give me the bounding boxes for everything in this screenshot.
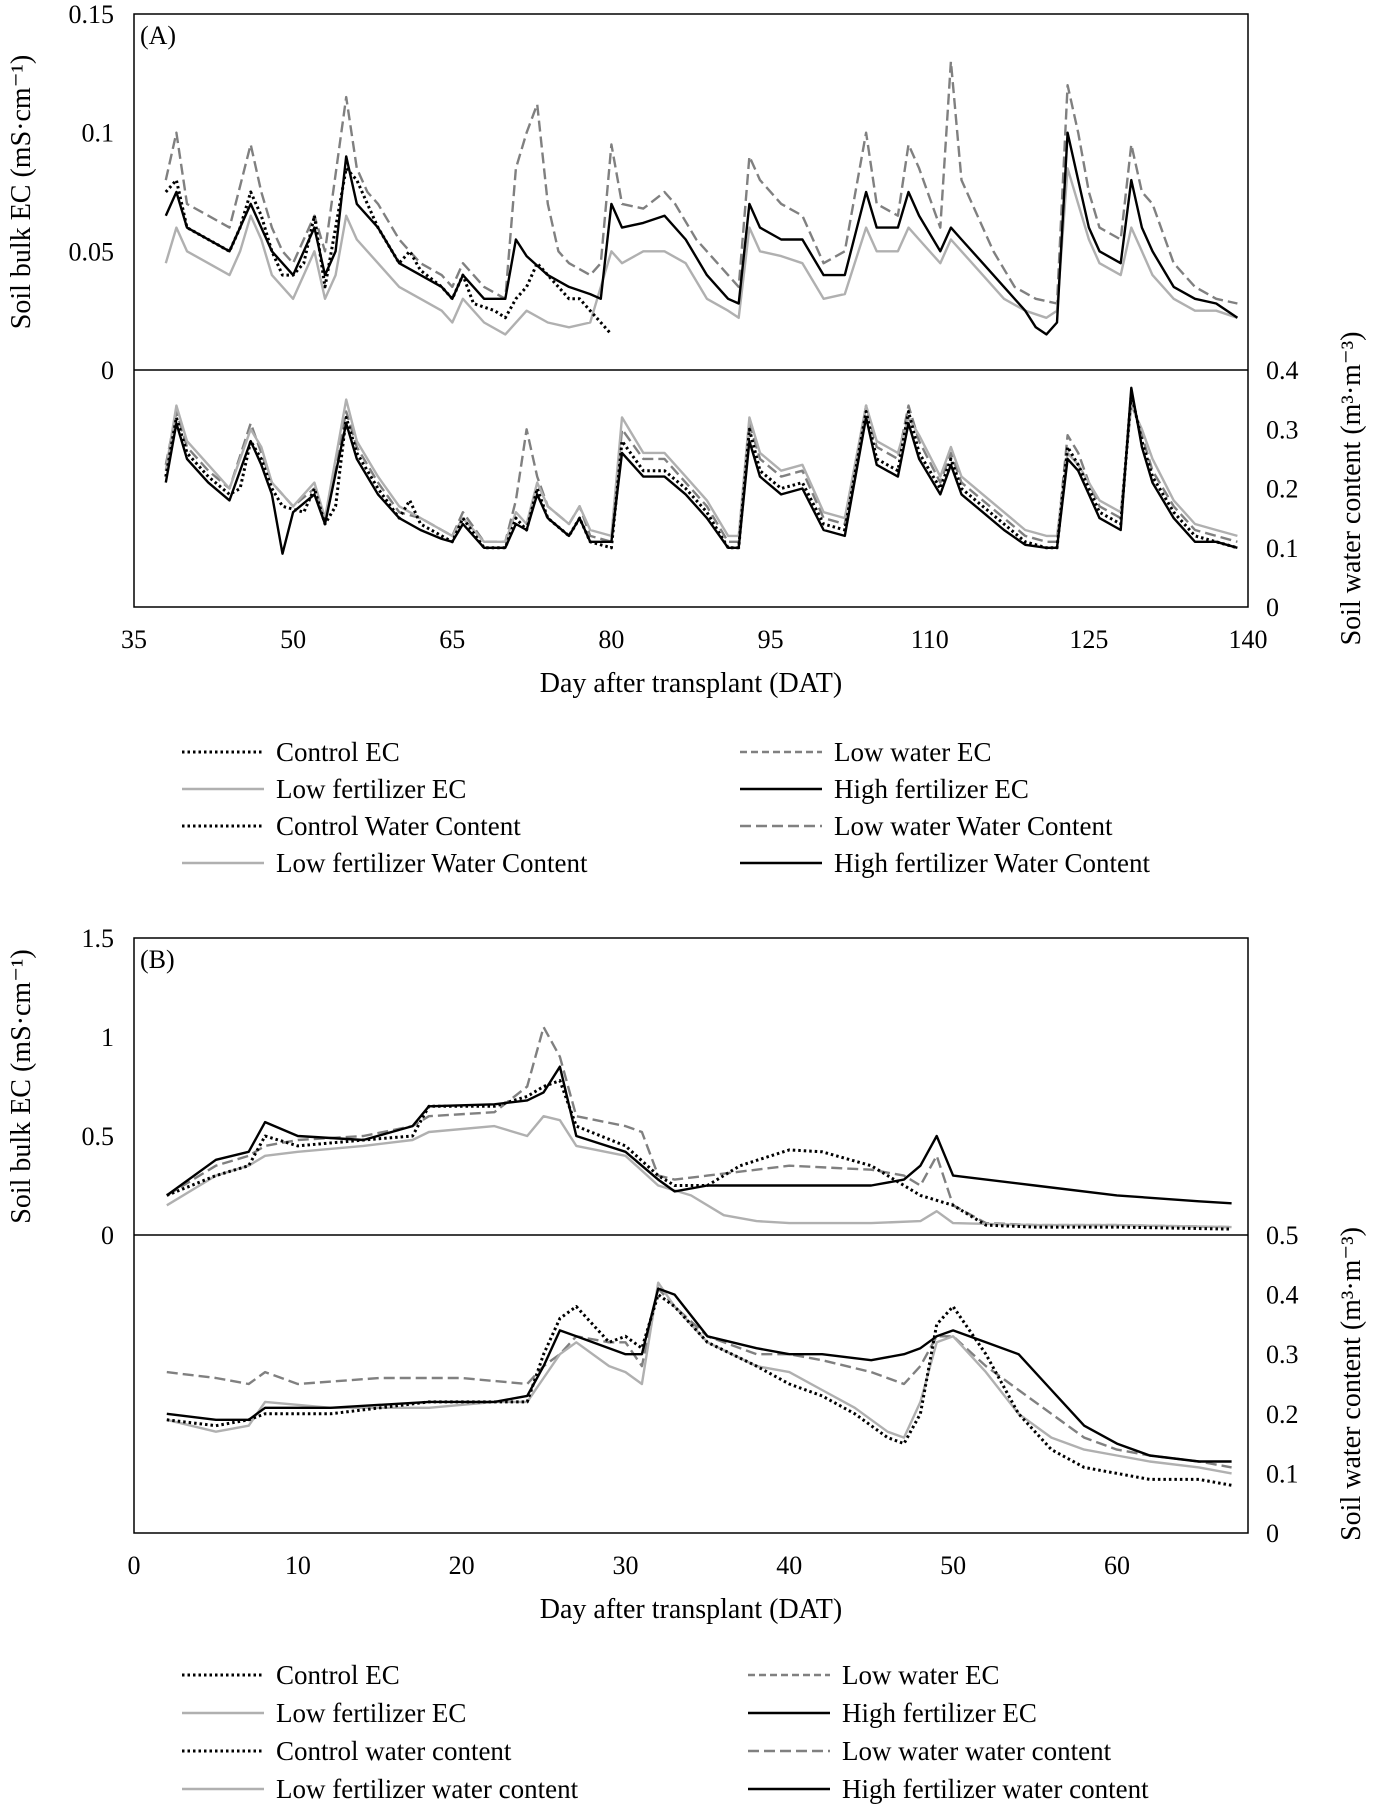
wc-tick-label: 0.1 xyxy=(1266,534,1299,563)
chart-panel-a: (A) 0.15 0.1 0.05 0 0.4 0.3 0.2 0.1 0 35 50 65 80 95 11… xyxy=(6,0,1367,878)
x-tick-label: 0 xyxy=(128,1551,141,1580)
x-tick-label: 50 xyxy=(280,625,306,654)
x-tick-label: 40 xyxy=(776,1551,802,1580)
wc-tick-label: 0.1 xyxy=(1266,1459,1299,1488)
wc-tick-label: 0.2 xyxy=(1266,1400,1299,1429)
ec-series-line xyxy=(166,1065,1232,1205)
plot-frame xyxy=(133,13,1249,608)
x-tick-label: 140 xyxy=(1229,625,1268,654)
wc-tick-label: 0.4 xyxy=(1266,356,1299,385)
ec-tick-label: 1.5 xyxy=(82,924,115,953)
water-content-series-line xyxy=(166,1287,1232,1469)
legend-label: Control EC xyxy=(276,1660,400,1690)
legend-label: Control water content xyxy=(276,1736,512,1766)
ec-series-line xyxy=(166,1114,1232,1229)
x-tick-label: 80 xyxy=(598,625,624,654)
water-content-series-line xyxy=(164,386,1238,555)
x-tick-label: 35 xyxy=(121,625,147,654)
ec-tick-label: 1 xyxy=(101,1023,114,1052)
x-tick-label: 30 xyxy=(612,1551,638,1580)
x-tick-label: 60 xyxy=(1104,1551,1130,1580)
water-content-series-line xyxy=(164,398,1238,543)
legend-label: High fertilizer EC xyxy=(834,774,1029,804)
panel-label: (B) xyxy=(140,945,175,974)
ec-tick-label: 0.5 xyxy=(82,1122,115,1151)
legend-label: Control EC xyxy=(276,737,400,767)
water-content-series-line xyxy=(166,1281,1232,1475)
y-axis-label-water-content: Soil water content (m³·m⁻³) xyxy=(1336,332,1367,646)
ec-tick-label: 0 xyxy=(101,356,114,385)
wc-tick-label: 0.3 xyxy=(1266,1340,1299,1369)
ec-series-line xyxy=(164,131,1239,336)
water-content-series-line xyxy=(166,1287,1232,1463)
x-axis-label: Day after transplant (DAT) xyxy=(540,668,842,699)
wc-tick-label: 0 xyxy=(1266,1519,1279,1548)
legend-label: Low water EC xyxy=(834,737,991,767)
ec-tick-label: 0 xyxy=(101,1221,114,1250)
x-tick-label: 65 xyxy=(439,625,465,654)
chart-panel-b: (B) 1.5 1 0.5 0 0.5 0.4 0.3 0.2 0.1 0 0 10 20 30 40 50 60… xyxy=(6,924,1367,1804)
ec-series-line xyxy=(164,60,1238,305)
wc-tick-label: 0.4 xyxy=(1266,1281,1299,1310)
y-axis-label-ec: Soil bulk EC (mS·cm⁻¹) xyxy=(6,55,37,329)
y-axis-label-water-content: Soil water content (m³·m⁻³) xyxy=(1336,1227,1367,1541)
ec-series-line xyxy=(164,167,1238,336)
ec-series-line xyxy=(164,166,613,336)
wc-tick-label: 0 xyxy=(1266,593,1279,622)
legend-label: Low fertilizer EC xyxy=(276,774,466,804)
wc-tick-label: 0.3 xyxy=(1266,415,1299,444)
x-tick-label: 20 xyxy=(449,1551,475,1580)
legend-label: Low water EC xyxy=(842,1660,999,1690)
ec-series-line xyxy=(166,1079,1232,1231)
water-content-series-line xyxy=(164,398,1238,543)
ec-tick-label: 0.05 xyxy=(69,237,115,266)
y-axis-label-ec: Soil bulk EC (mS·cm⁻¹) xyxy=(6,949,37,1223)
legend-label: Low water Water Content xyxy=(834,811,1113,841)
legend-label: High fertilizer EC xyxy=(842,1698,1037,1728)
x-tick-label: 10 xyxy=(285,1551,311,1580)
legend-label: High fertilizer water content xyxy=(842,1774,1149,1804)
x-axis-label: Day after transplant (DAT) xyxy=(540,1594,842,1625)
x-tick-label: 50 xyxy=(940,1551,966,1580)
wc-tick-label: 0.2 xyxy=(1266,475,1299,504)
legend-label: Low fertilizer water content xyxy=(276,1774,579,1804)
water-content-series-line xyxy=(166,1293,1232,1487)
ec-series-line xyxy=(166,1025,1232,1229)
ec-tick-label: 0.1 xyxy=(82,119,115,148)
legend-label: Control Water Content xyxy=(276,811,521,841)
x-tick-label: 95 xyxy=(758,625,784,654)
wc-tick-label: 0.5 xyxy=(1266,1221,1299,1250)
x-tick-label: 110 xyxy=(911,625,949,654)
x-tick-label: 125 xyxy=(1069,625,1108,654)
ec-tick-label: 0.15 xyxy=(69,0,115,29)
legend-label: Low fertilizer Water Content xyxy=(276,848,588,878)
panel-label: (A) xyxy=(140,21,176,50)
legend-label: Low fertilizer EC xyxy=(276,1698,466,1728)
legend-label: Low water water content xyxy=(842,1736,1112,1766)
legend-label: High fertilizer Water Content xyxy=(834,848,1150,878)
